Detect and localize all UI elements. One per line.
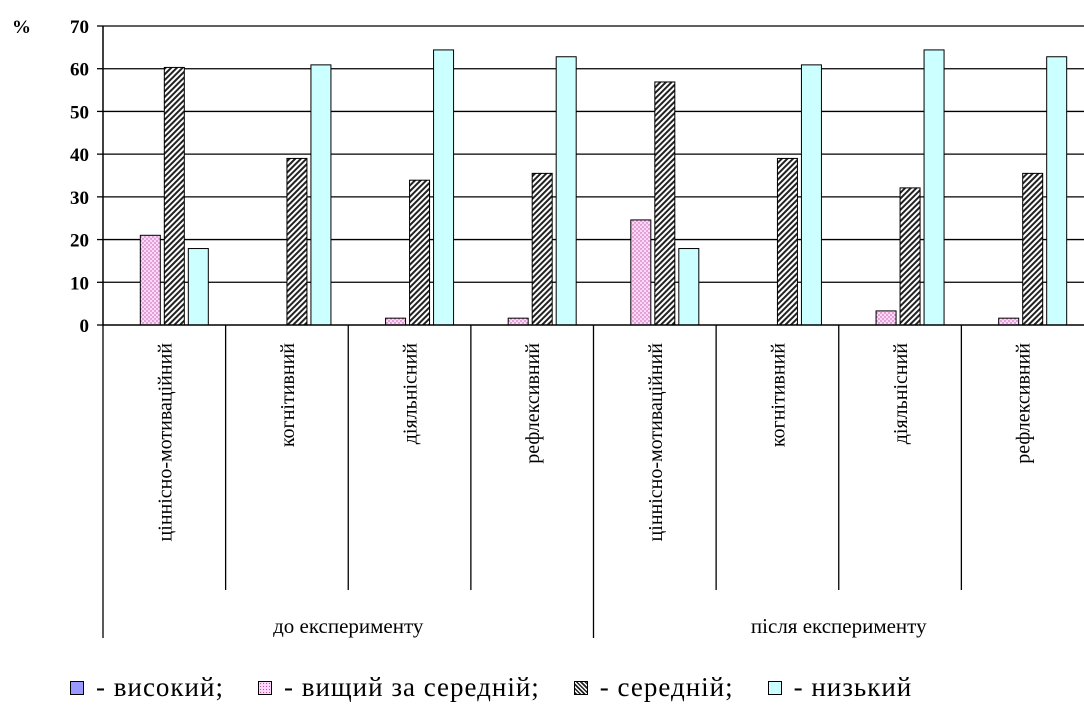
category-label: діяльнісний [890, 343, 912, 445]
category-label: рефлексивний [1013, 343, 1035, 464]
axis-labels: 0 10 20 30 40 50 60 70% ціннісно-мотиваційний ког… [12, 17, 1035, 638]
legend: - високий; - вищий за середній; - середній… [70, 672, 946, 703]
bar-вищий-за-середній [875, 310, 897, 326]
y-tick-label: 20 [70, 231, 89, 252]
bar-середній [654, 81, 676, 326]
y-tick-label: 70 [70, 17, 89, 38]
group-label: після експерименту [751, 614, 927, 638]
gridlines [103, 25, 1084, 283]
legend-label: - високий; [96, 672, 224, 702]
bar-вищий-за-середній [630, 219, 652, 326]
legend-item: - вищий за середній; [257, 672, 540, 703]
bar-низький [310, 64, 332, 326]
bar-середній [286, 157, 308, 326]
bar-середній [163, 66, 185, 326]
category-label: ціннісно-мотиваційний [154, 343, 176, 542]
bar-вищий-за-середній [998, 317, 1020, 326]
bar-середній [899, 187, 921, 326]
legend-label: - середній; [599, 672, 734, 702]
bar-низький [555, 56, 577, 326]
legend-label: - низький [793, 672, 913, 702]
axes [97, 25, 1084, 638]
bar-вищий-за-середній [507, 317, 529, 326]
bar-вищий-за-середній [139, 234, 161, 326]
bar-низький [800, 64, 822, 326]
legend-swatch [573, 680, 588, 695]
category-label: когнітивний [277, 343, 299, 447]
y-tick-label: 30 [70, 188, 89, 209]
y-tick-label: 50 [70, 102, 89, 123]
category-label: когнітивний [767, 343, 789, 447]
category-label: ціннісно-мотиваційний [645, 343, 667, 542]
legend-swatch [257, 680, 272, 695]
y-tick-label: 10 [70, 273, 89, 294]
bar-середній [776, 157, 798, 326]
bar-низький [923, 49, 945, 326]
bar-середній [1022, 172, 1044, 326]
bar-середній [531, 172, 553, 326]
legend-item: - середній; [573, 672, 734, 703]
bar-низький [433, 49, 455, 326]
bar-середній [409, 179, 431, 326]
bars [139, 49, 1068, 326]
bar-низький [1046, 56, 1068, 326]
y-tick-label: 40 [70, 145, 89, 166]
bar-вищий-за-середній [385, 317, 407, 326]
group-label: до експерименту [273, 614, 424, 638]
y-tick-label: 0 [80, 316, 90, 337]
bar-низький [187, 248, 209, 326]
legend-item: - високий; [70, 672, 224, 703]
y-tick-label: 60 [70, 60, 89, 81]
category-label: діяльнісний [400, 343, 422, 445]
legend-swatch [70, 680, 84, 695]
legend-item: - низький [767, 672, 913, 703]
category-label: рефлексивний [522, 343, 544, 464]
legend-label: - вищий за середній; [283, 672, 540, 702]
legend-swatch [767, 680, 782, 695]
bar-chart: 0 10 20 30 40 50 60 70% ціннісно-мотиваційний ког… [12, 17, 1084, 638]
bar-низький [678, 248, 700, 326]
y-unit-label: % [12, 17, 31, 38]
